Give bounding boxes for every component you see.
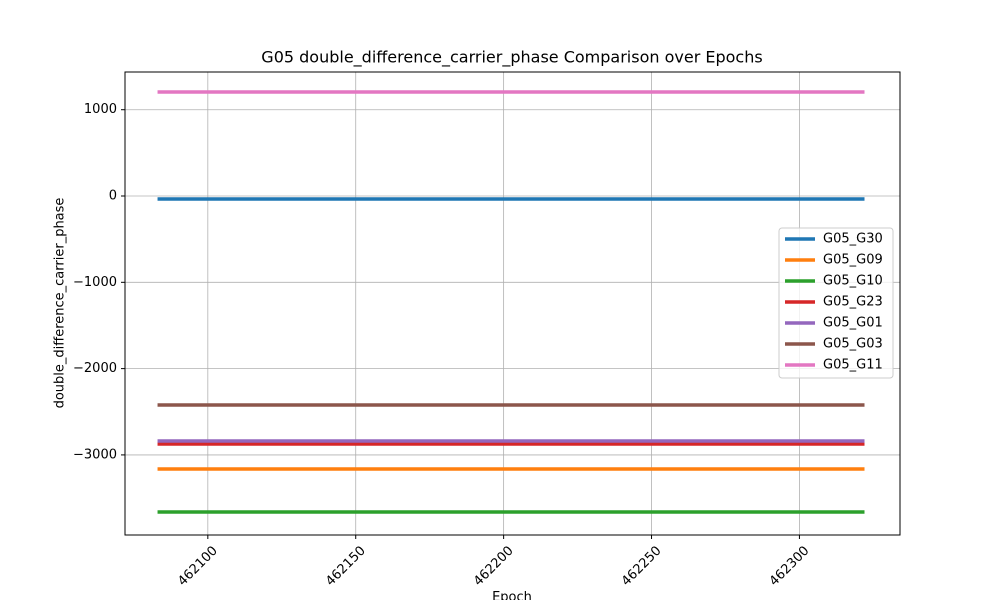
legend: G05_G30 G05_G09 G05_G10 G05_G23 G05_G01 G05_G… — [778, 227, 894, 379]
legend-label: G05_G23 — [823, 295, 883, 310]
plot-frame — [124, 71, 901, 536]
y-tick-label: −3000 — [73, 447, 117, 462]
legend-label: G05_G01 — [823, 316, 883, 331]
x-tick-label: 462200 — [471, 543, 517, 589]
legend-label: G05_G03 — [823, 337, 883, 352]
x-tick-label: 462250 — [619, 543, 665, 589]
legend-label: G05_G10 — [823, 274, 883, 289]
x-axis-label: Epoch — [492, 590, 532, 600]
x-tick-label: 462100 — [175, 543, 221, 589]
y-tick-label: −2000 — [73, 361, 117, 376]
y-tick-label: 0 — [109, 189, 117, 204]
legend-label: G05_G11 — [823, 358, 883, 373]
legend-box — [778, 227, 894, 379]
x-tick-label: 462300 — [767, 543, 813, 589]
x-tick-label: 462150 — [323, 543, 369, 589]
legend-label: G05_G09 — [823, 253, 883, 268]
y-tick-label: −1000 — [73, 275, 117, 290]
y-axis-label: double_difference_carrier_phase — [53, 198, 68, 409]
legend-label: G05_G30 — [823, 232, 883, 247]
chart-title: G05 double_difference_carrier_phase Comp… — [261, 48, 762, 68]
y-tick-label: 1000 — [84, 102, 117, 117]
